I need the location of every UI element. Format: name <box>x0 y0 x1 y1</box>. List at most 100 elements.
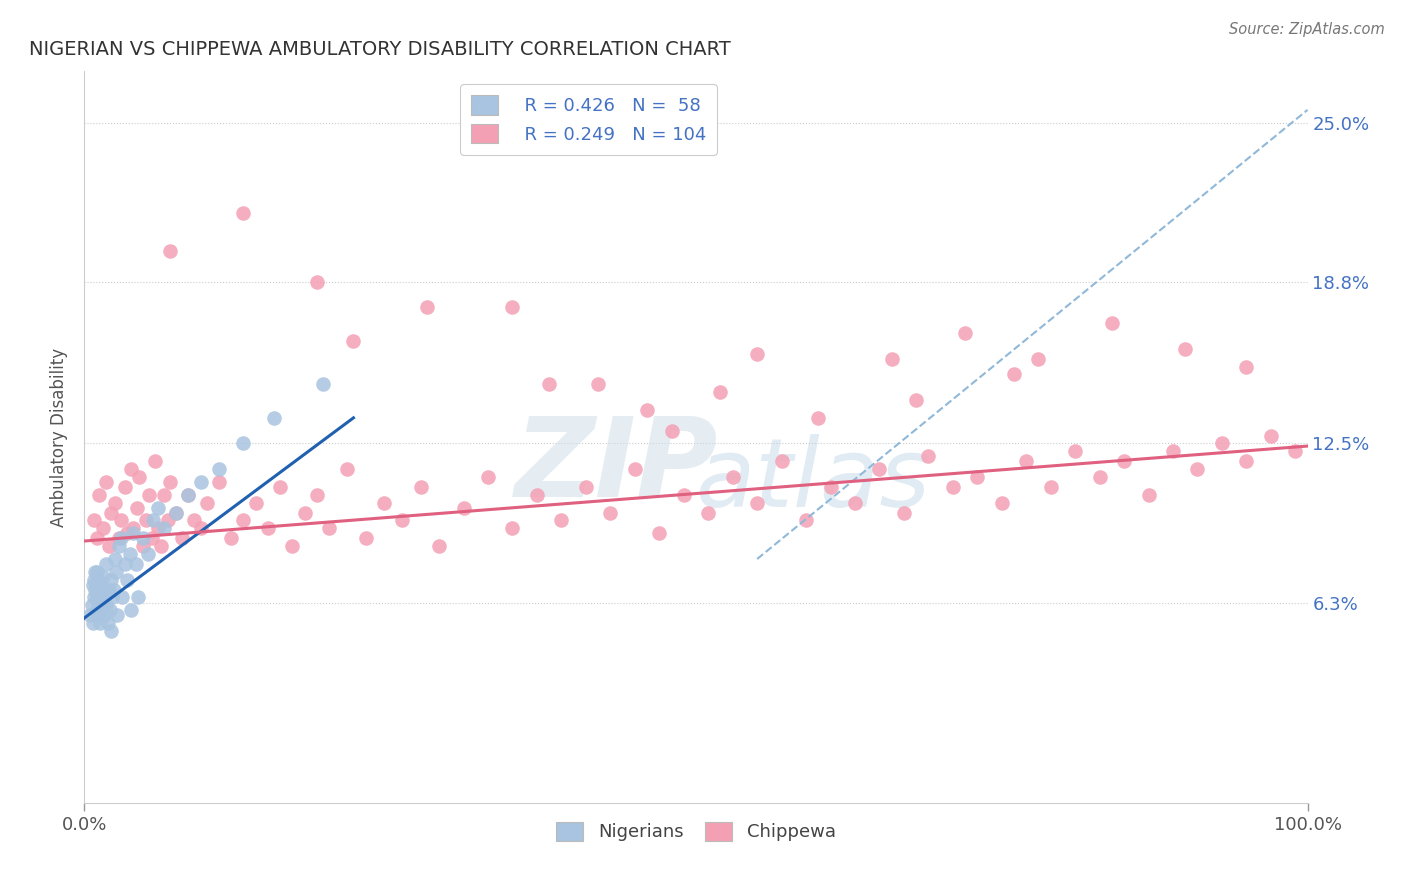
Point <box>86 582 108 597</box>
Point <box>177 488 200 502</box>
Point <box>89 616 111 631</box>
Point <box>219 532 242 546</box>
Point <box>905 392 928 407</box>
Point <box>104 552 127 566</box>
Point <box>190 521 212 535</box>
Point <box>165 506 187 520</box>
Point <box>502 301 524 315</box>
Point <box>125 500 148 515</box>
Point <box>336 462 359 476</box>
Point <box>373 495 395 509</box>
Point <box>110 514 132 528</box>
Point <box>100 506 122 520</box>
Point <box>103 582 125 597</box>
Point <box>747 495 769 509</box>
Point <box>114 480 136 494</box>
Point <box>599 506 621 520</box>
Point <box>208 475 231 489</box>
Point <box>125 557 148 571</box>
Point <box>294 506 316 520</box>
Point <box>138 488 160 502</box>
Point <box>624 462 647 476</box>
Point <box>190 475 212 489</box>
Point <box>86 591 108 605</box>
Point <box>122 526 145 541</box>
Point <box>991 495 1014 509</box>
Point <box>91 521 114 535</box>
Point <box>526 488 548 502</box>
Point <box>232 514 254 528</box>
Text: Source: ZipAtlas.com: Source: ZipAtlas.com <box>1229 22 1385 37</box>
Point <box>135 514 157 528</box>
Point <box>87 603 110 617</box>
Point <box>477 470 499 484</box>
Point <box>721 470 744 484</box>
Point <box>141 532 163 546</box>
Point <box>245 495 267 509</box>
Point <box>87 573 110 587</box>
Point <box>172 532 194 546</box>
Point <box>672 488 695 502</box>
Point <box>257 521 280 535</box>
Point <box>942 480 965 494</box>
Point <box>1002 368 1025 382</box>
Point <box>281 539 304 553</box>
Point <box>917 450 939 464</box>
Point <box>100 573 122 587</box>
Point <box>953 326 976 340</box>
Point <box>153 488 176 502</box>
Point <box>93 608 115 623</box>
Point <box>1088 470 1111 484</box>
Point <box>120 462 142 476</box>
Point <box>305 488 328 502</box>
Point <box>118 547 141 561</box>
Point <box>143 454 166 468</box>
Text: NIGERIAN VS CHIPPEWA AMBULATORY DISABILITY CORRELATION CHART: NIGERIAN VS CHIPPEWA AMBULATORY DISABILI… <box>30 39 731 59</box>
Point <box>1028 351 1050 366</box>
Point <box>586 377 609 392</box>
Point <box>87 585 110 599</box>
Point <box>770 454 793 468</box>
Point <box>150 539 173 553</box>
Point <box>661 424 683 438</box>
Point <box>153 521 176 535</box>
Point <box>391 514 413 528</box>
Point <box>538 377 561 392</box>
Point <box>96 598 118 612</box>
Point <box>132 532 155 546</box>
Point <box>89 577 111 591</box>
Point <box>82 616 104 631</box>
Point <box>1039 480 1062 494</box>
Point <box>820 480 842 494</box>
Point <box>97 582 120 597</box>
Point <box>232 205 254 219</box>
Point <box>1114 454 1136 468</box>
Point <box>966 470 988 484</box>
Point <box>1187 462 1209 476</box>
Point <box>697 506 720 520</box>
Point <box>97 539 120 553</box>
Y-axis label: Ambulatory Disability: Ambulatory Disability <box>51 348 69 526</box>
Point <box>263 410 285 425</box>
Point <box>84 582 107 597</box>
Legend: Nigerians, Chippewa: Nigerians, Chippewa <box>550 814 842 848</box>
Point <box>104 495 127 509</box>
Point <box>91 570 114 584</box>
Point <box>114 557 136 571</box>
Point <box>232 436 254 450</box>
Point <box>105 565 128 579</box>
Point <box>120 603 142 617</box>
Point <box>648 526 671 541</box>
Point <box>107 539 129 553</box>
Point <box>110 532 132 546</box>
Point <box>97 616 120 631</box>
Point <box>96 557 118 571</box>
Point <box>86 565 108 579</box>
Point <box>115 573 138 587</box>
Point <box>1101 316 1123 330</box>
Point <box>165 506 187 520</box>
Point <box>132 539 155 553</box>
Point <box>87 608 110 623</box>
Point <box>86 603 108 617</box>
Point <box>880 351 903 366</box>
